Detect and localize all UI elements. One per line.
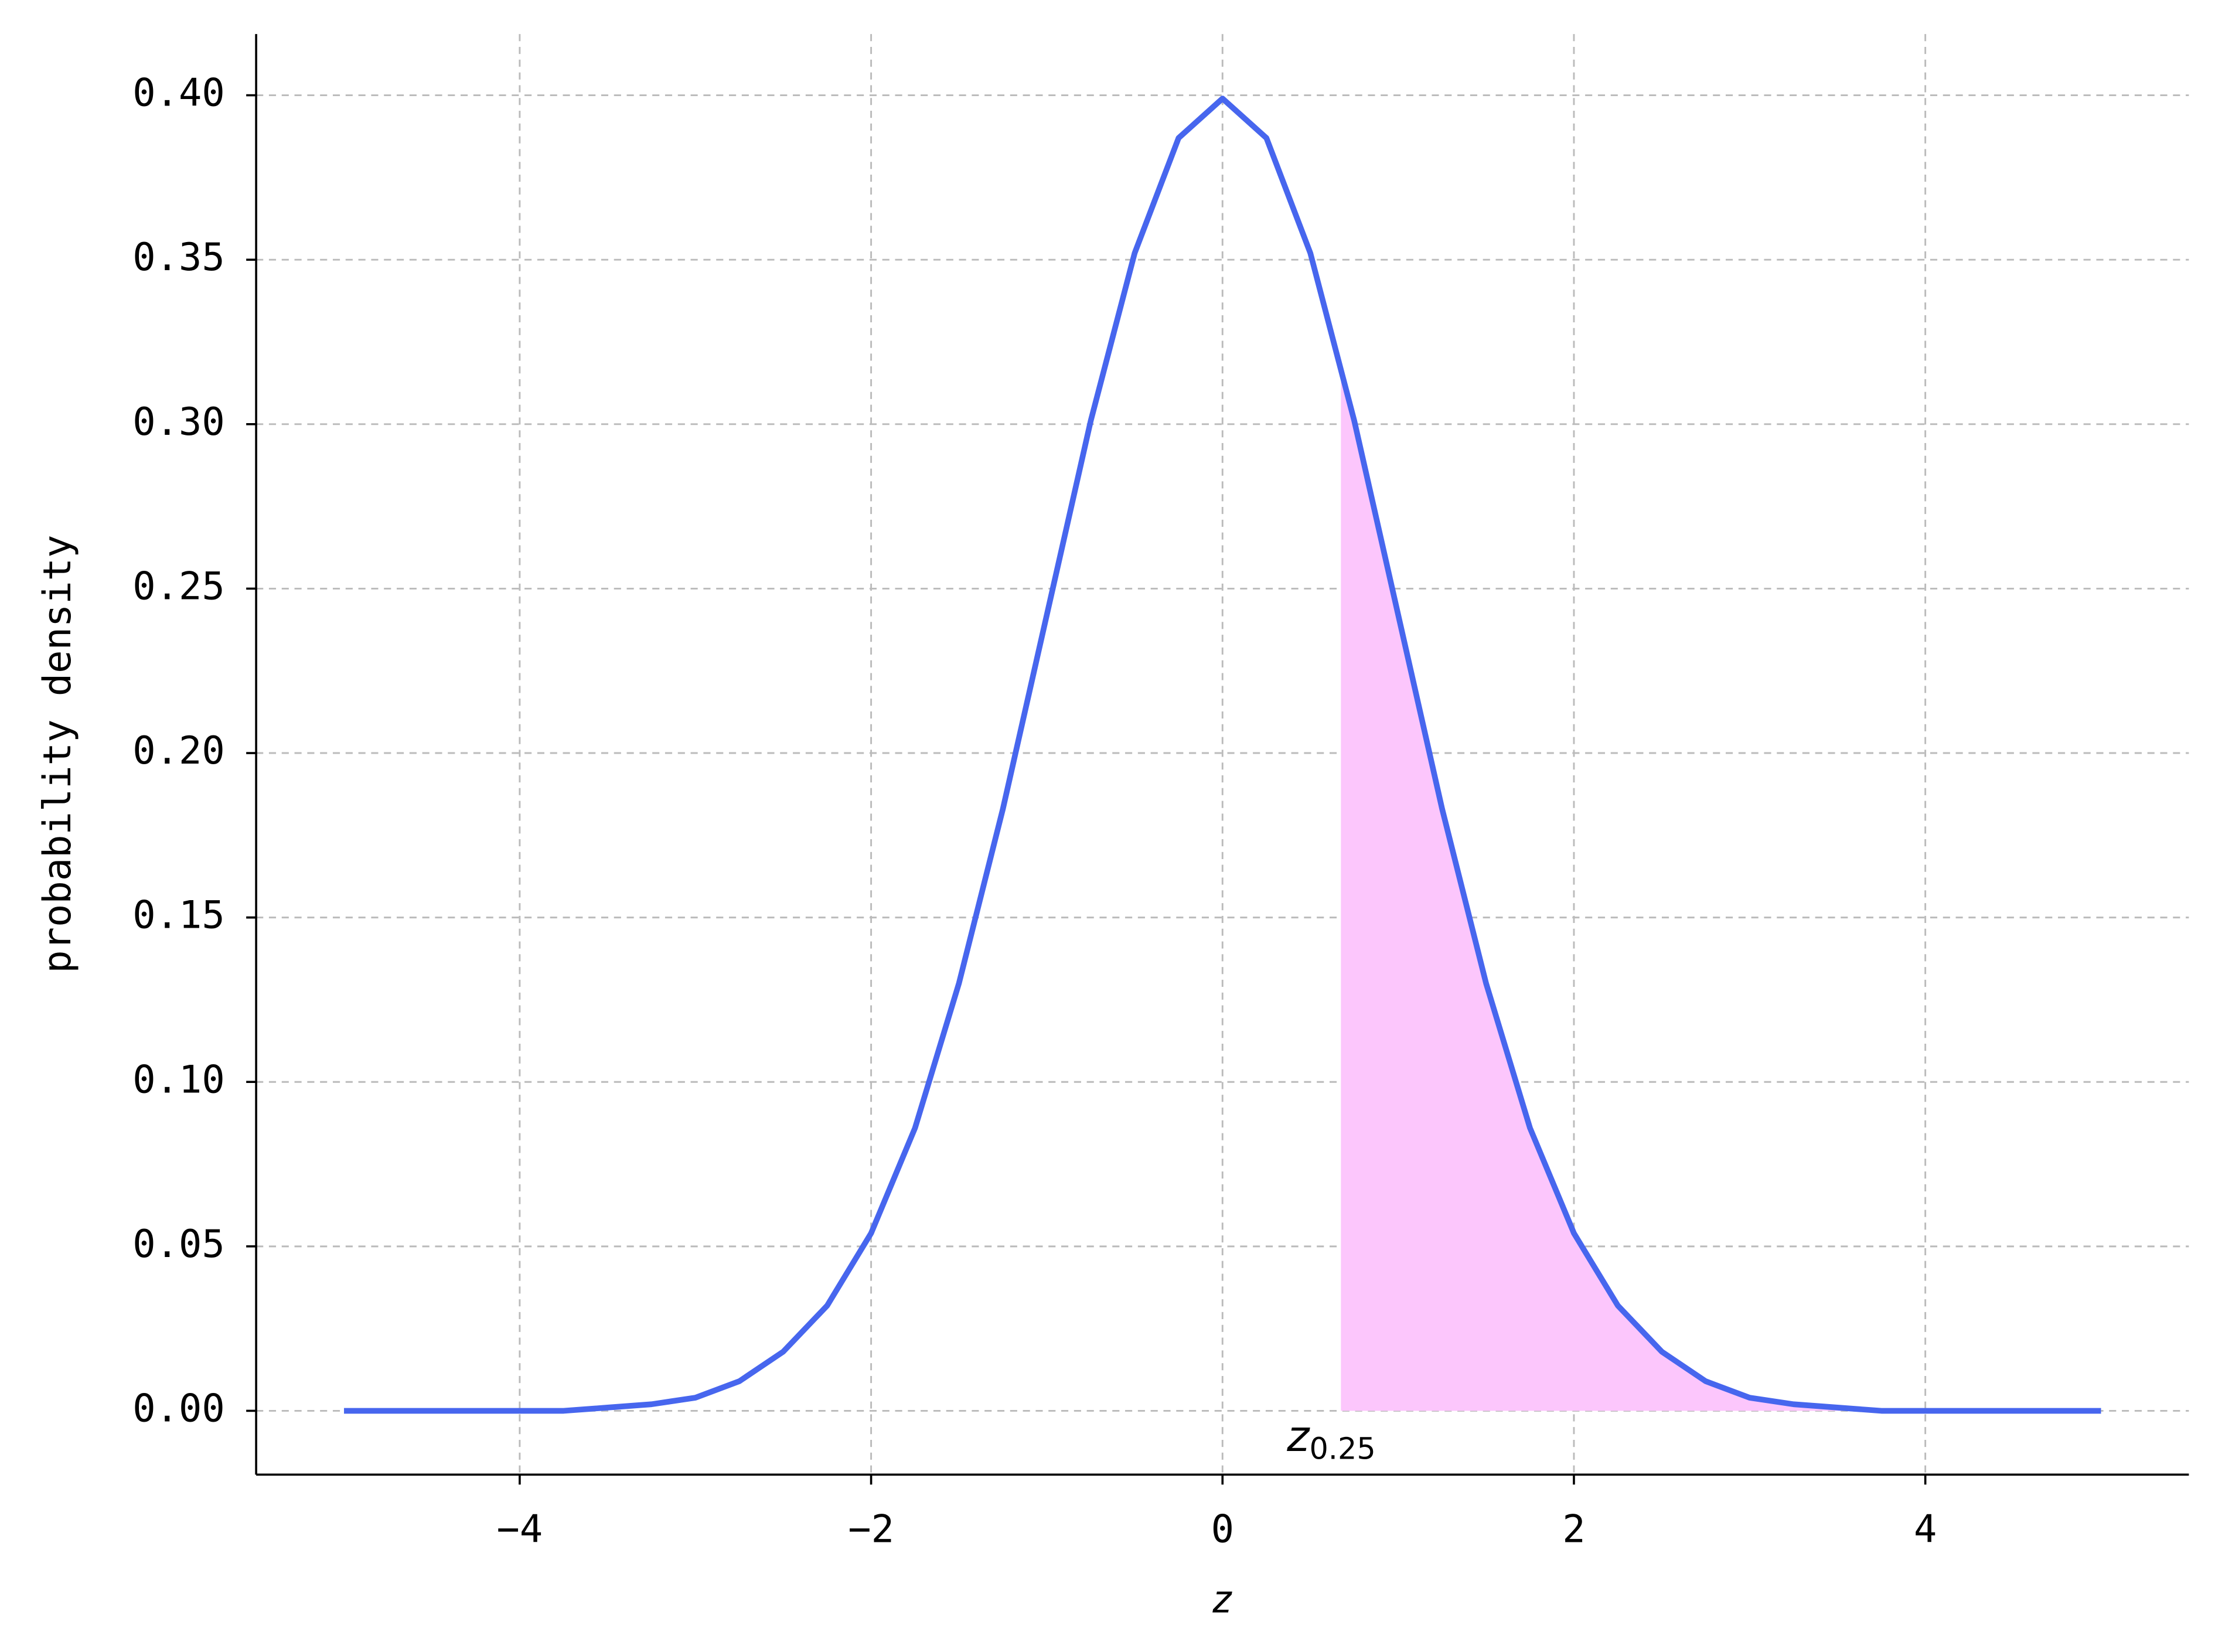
grid	[256, 34, 2189, 1475]
line	[344, 96, 2101, 1414]
annotation-subscript: 0.25	[1309, 1431, 1375, 1466]
y-tick-label: 0.00	[132, 1387, 225, 1431]
y-tick-label: 0.05	[132, 1222, 225, 1266]
y-tick-label: 0.15	[132, 893, 225, 938]
annotation: z0.25	[1286, 1412, 1375, 1466]
y-axis-label: probability density	[35, 535, 80, 973]
x-tick-label: −2	[848, 1507, 894, 1551]
y-tick-label: 0.10	[132, 1057, 225, 1102]
x-axis-label: z	[1211, 1577, 1234, 1622]
x-tick-label: 4	[1914, 1507, 1937, 1551]
y-tick-label: 0.40	[132, 71, 225, 115]
plot-area: z0.25	[344, 96, 2101, 1466]
y-tick-label: 0.20	[132, 728, 225, 773]
x-tick-label: 0	[1211, 1507, 1234, 1551]
annotation-text: z	[1286, 1412, 1310, 1462]
x-tick-label: 2	[1562, 1507, 1585, 1551]
shaded-area	[1341, 365, 2101, 1411]
ticks: 0.00 0.05 0.10 0.15 0.20 0.25 0.30 0.35 0.40 −4 −2…	[132, 71, 1937, 1552]
y-tick-label: 0.25	[132, 564, 225, 608]
y-tick-label: 0.30	[132, 400, 225, 444]
y-tick-label: 0.35	[132, 235, 225, 280]
x-tick-label: −4	[497, 1507, 543, 1551]
